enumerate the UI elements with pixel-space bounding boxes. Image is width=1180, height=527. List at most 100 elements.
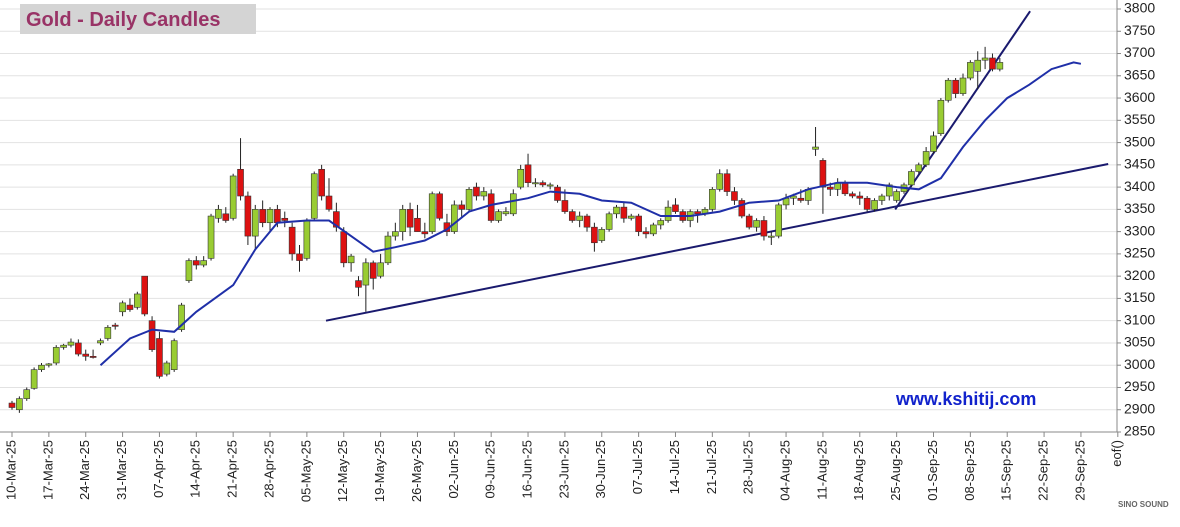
candle-body — [414, 217, 421, 232]
candle-body — [509, 193, 517, 215]
candle-body — [996, 62, 1004, 70]
y-tick-label: 2850 — [1124, 423, 1155, 439]
y-tick-label: 2900 — [1124, 400, 1155, 416]
x-tick-label: 15-Sep-25 — [999, 440, 1014, 501]
candle-body — [672, 204, 679, 212]
candle-body — [650, 224, 657, 235]
y-tick-label: 3800 — [1124, 0, 1155, 16]
candle-body — [141, 275, 148, 315]
trendline — [325, 163, 1109, 322]
candle-body — [922, 151, 930, 166]
candle-body — [893, 191, 900, 201]
candle-body — [694, 211, 701, 215]
candle-body — [428, 193, 436, 232]
candle-body — [237, 168, 244, 197]
candle-body — [318, 168, 325, 197]
candle-body — [60, 344, 67, 348]
candle-body — [819, 160, 827, 188]
y-tick-label: 3000 — [1124, 356, 1155, 372]
plot — [8, 10, 1109, 413]
candle-body — [377, 262, 384, 277]
candle-body — [355, 280, 362, 288]
x-tick-label: 05-May-25 — [298, 440, 313, 502]
candle-body — [229, 175, 237, 219]
candle-body — [620, 206, 628, 219]
candle-body — [185, 260, 193, 281]
y-tick-label: 3250 — [1124, 245, 1155, 261]
x-tick-label: 21-Apr-25 — [225, 440, 240, 498]
candle-body — [849, 193, 856, 197]
candle-body — [790, 195, 797, 199]
candle-body — [325, 195, 333, 210]
candle-body — [738, 200, 746, 217]
y-tick-label: 3450 — [1124, 156, 1155, 172]
candle-body — [760, 220, 768, 237]
candle-body — [709, 189, 716, 210]
candle-body — [16, 398, 23, 411]
candle-body — [532, 182, 539, 185]
watermark: www.kshitij.com — [895, 389, 1036, 409]
candle-body — [723, 173, 731, 192]
x-tick-label: 21-Jul-25 — [704, 440, 719, 494]
x-tick-label: 24-Mar-25 — [77, 440, 92, 500]
x-tick-label: 11-Aug-25 — [814, 440, 829, 500]
candle-body — [480, 191, 488, 197]
candle-body — [863, 197, 871, 210]
candle-body — [170, 340, 178, 370]
candle-body — [716, 173, 724, 190]
candle-body — [745, 215, 753, 228]
candle-body — [826, 186, 834, 190]
candle-body — [244, 195, 252, 237]
y-tick-label: 3700 — [1124, 44, 1155, 60]
candle-body — [841, 182, 849, 195]
candle-body — [266, 209, 274, 224]
candle-body — [561, 200, 569, 212]
x-tick-label: 25-Aug-25 — [888, 440, 903, 501]
y-tick-label: 3300 — [1124, 222, 1155, 238]
candle-body — [200, 260, 207, 266]
y-tick-label: 3100 — [1124, 311, 1155, 327]
candle-body — [362, 262, 370, 286]
candle-body — [97, 340, 104, 344]
candle-body — [30, 369, 38, 389]
x-tick-label: 08-Sep-25 — [962, 440, 977, 501]
x-tick-label: 02-Jun-25 — [446, 440, 461, 499]
candle-body — [915, 164, 923, 172]
candle-body — [885, 184, 893, 197]
candle-body — [67, 341, 75, 346]
x-tick-label: 23-Jun-25 — [556, 440, 571, 499]
candle-body — [303, 220, 311, 259]
candle-body — [487, 193, 495, 221]
candle-body — [605, 213, 613, 230]
candle-body — [451, 204, 458, 232]
x-tick-label: 31-Mar-25 — [114, 440, 129, 500]
x-tick-label: eof() — [1109, 440, 1124, 467]
candle-body — [392, 231, 399, 237]
candle-body — [546, 184, 554, 187]
candle-body — [148, 320, 156, 350]
candle-body — [163, 362, 171, 375]
x-tick-label: 01-Sep-25 — [925, 440, 940, 501]
candle-body — [952, 79, 959, 94]
candle-body — [333, 211, 340, 228]
x-tick-label: 28-Jul-25 — [741, 440, 756, 494]
y-tick-label: 3200 — [1124, 267, 1155, 283]
title-box — [20, 4, 256, 34]
x-tick-label: 29-Sep-25 — [1072, 440, 1087, 501]
candle-body — [768, 235, 775, 238]
candle-body — [753, 220, 760, 228]
candle-body — [878, 195, 886, 201]
candle-body — [215, 209, 222, 219]
candle-body — [8, 402, 16, 408]
x-tick-label: 07-Jul-25 — [630, 440, 645, 494]
candle-body — [989, 57, 996, 70]
candle-body — [23, 389, 31, 399]
y-tick-label: 3500 — [1124, 133, 1155, 149]
candle-body — [399, 209, 407, 232]
candle-body — [82, 353, 90, 357]
x-tick-label: 14-Jul-25 — [667, 440, 682, 494]
candle-body — [908, 171, 915, 186]
x-tick-label: 07-Apr-25 — [151, 440, 166, 498]
logo: SINO SOUND — [1118, 500, 1169, 509]
candle-body — [406, 209, 414, 228]
